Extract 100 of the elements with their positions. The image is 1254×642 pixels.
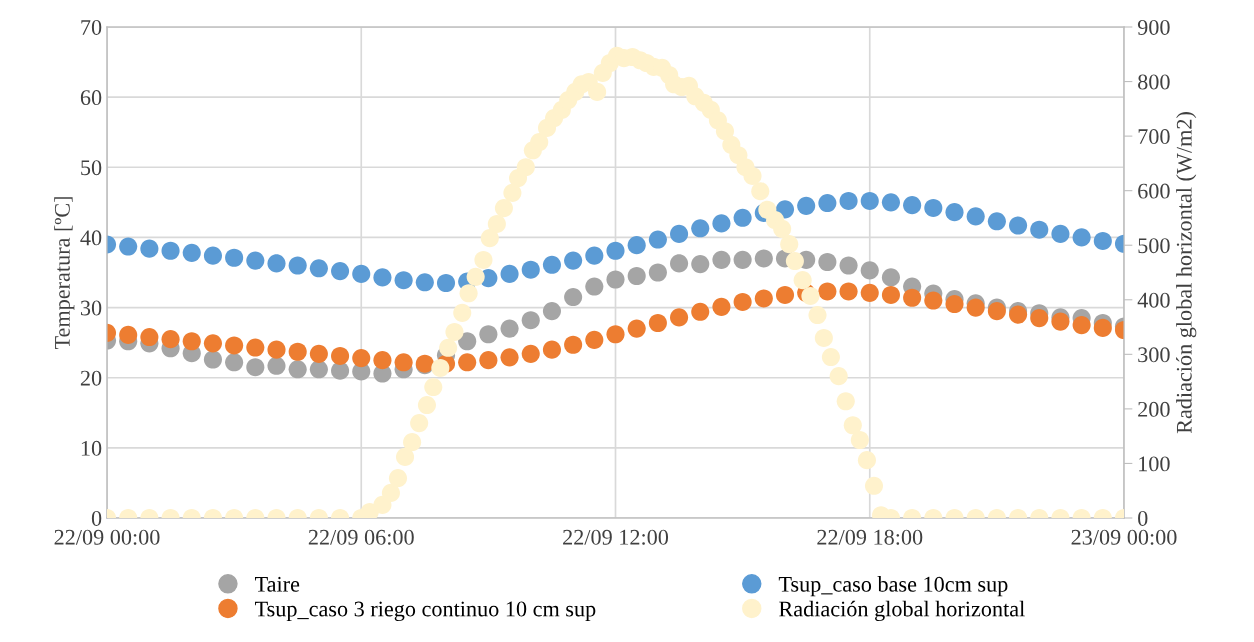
point (818, 282, 837, 301)
point (670, 308, 689, 327)
point (203, 350, 222, 369)
point (309, 259, 328, 278)
point (691, 302, 710, 321)
point (521, 344, 540, 363)
point (987, 302, 1006, 321)
point (542, 302, 561, 321)
point (140, 239, 159, 258)
point (1072, 228, 1091, 247)
y2-tick-label: 600 (1138, 183, 1170, 199)
point (1093, 318, 1112, 337)
point (458, 332, 477, 351)
y2-tick-label: 800 (1138, 74, 1170, 90)
point (479, 351, 498, 370)
point (1009, 216, 1028, 235)
point (521, 311, 540, 330)
point (373, 351, 392, 370)
point (161, 241, 180, 260)
point (585, 330, 604, 349)
point (606, 325, 625, 344)
point (1093, 231, 1112, 250)
point (182, 332, 201, 351)
point (267, 340, 286, 359)
point (1030, 309, 1049, 328)
y2-tick-label: 100 (1139, 456, 1170, 472)
point (839, 256, 858, 275)
point (394, 271, 413, 290)
point (1030, 220, 1049, 239)
point (288, 342, 307, 361)
point (754, 249, 773, 268)
x-tick-label: 22/09 06:00 (308, 529, 414, 545)
legend-label: Taire (255, 576, 300, 592)
point (246, 251, 265, 270)
y2-tick-label: 200 (1138, 401, 1170, 417)
point (182, 243, 201, 262)
point (500, 264, 519, 283)
point (352, 349, 371, 368)
point (903, 196, 922, 215)
point (733, 208, 752, 227)
y2-tick-label: 400 (1137, 292, 1170, 308)
point (225, 248, 244, 267)
point (394, 353, 413, 372)
point (903, 288, 922, 307)
point (860, 191, 879, 211)
point (1051, 312, 1070, 331)
point (648, 313, 667, 333)
point (225, 336, 244, 355)
point (606, 270, 625, 289)
point (140, 327, 159, 347)
point (309, 360, 328, 379)
legend-label: Radiación global horizontal (779, 600, 1025, 622)
legend-label: Tsup_caso 3 riego continuo 10 cm sup (255, 601, 596, 622)
y-tick-label: 40 (80, 230, 102, 246)
y-axis-title: Temperatura [ºC] (54, 197, 75, 350)
point (331, 262, 350, 281)
point (119, 325, 138, 344)
point (627, 236, 646, 255)
point (225, 353, 244, 372)
point (924, 198, 943, 218)
x-tick-label: 23/09 00:00 (1071, 529, 1177, 545)
point (945, 203, 964, 222)
point (648, 263, 667, 282)
point (818, 252, 837, 272)
point (881, 285, 900, 304)
point (267, 254, 286, 273)
point (246, 358, 265, 377)
point (945, 295, 964, 314)
point (797, 196, 816, 215)
point (775, 285, 795, 304)
y2-tick-label: 700 (1138, 129, 1170, 145)
point (712, 297, 731, 316)
x-tick-label: 22/09 12:00 (563, 529, 669, 545)
point (288, 360, 307, 379)
point (500, 348, 519, 367)
point (458, 353, 477, 372)
point (691, 255, 710, 274)
point (966, 298, 985, 317)
point (288, 256, 307, 275)
y2-tick-label: 900 (1137, 19, 1170, 35)
y2-axis-title: Radiación global horizontal (W/m2) (1176, 112, 1197, 434)
point (712, 214, 731, 233)
point (564, 288, 583, 307)
point (542, 255, 561, 274)
point (331, 346, 350, 366)
y-tick-label: 30 (80, 300, 102, 316)
point (733, 250, 752, 269)
point (691, 219, 710, 238)
point (881, 193, 900, 212)
y2-tick-label: 300 (1138, 347, 1170, 363)
point (733, 292, 752, 312)
legend-label: Tsup_caso base 10cm sup (778, 576, 1008, 597)
point (712, 250, 731, 269)
point (585, 246, 604, 265)
point (987, 212, 1006, 231)
point (521, 260, 540, 279)
point (648, 230, 667, 249)
point (839, 282, 858, 301)
point (436, 273, 456, 293)
point (267, 356, 286, 375)
